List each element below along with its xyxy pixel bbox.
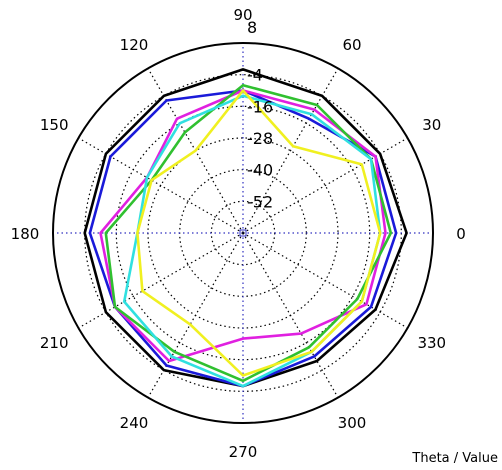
- series-lines: [83, 68, 408, 388]
- r-tick-label: -28: [247, 129, 273, 148]
- r-tick-label: -40: [247, 161, 273, 180]
- grid-spoke: [242, 232, 408, 329]
- center-marker: [239, 229, 247, 237]
- r-tick-label: -52: [247, 192, 273, 211]
- tick-labels: 0 30 60 90 120 150 180 210 240 270 300 330 8 -4 -16 -28…: [11, 6, 466, 461]
- r-tick-label: -4: [247, 66, 263, 85]
- outer-circle: [52, 42, 434, 424]
- theta-tick-label: 300: [338, 414, 367, 432]
- series-line-2: [88, 89, 398, 388]
- theta-tick-label: 330: [417, 334, 446, 352]
- x-axis-label: Theta / Value: [411, 451, 498, 466]
- series-line-4: [104, 83, 393, 383]
- theta-tick-label: 60: [342, 36, 361, 54]
- theta-tick-label: 210: [40, 334, 69, 352]
- theta-tick-label: 180: [11, 225, 40, 243]
- series-line-1: [83, 68, 408, 388]
- theta-tick-label: 0: [456, 225, 466, 243]
- theta-tick-label: 240: [120, 414, 149, 432]
- r-tick-label: 8: [247, 18, 257, 37]
- theta-tick-label: 150: [40, 116, 69, 134]
- polar-grid: [53, 43, 433, 423]
- r-tick-label: -16: [247, 97, 273, 116]
- polar-frame: [52, 42, 434, 424]
- grid-spoke: [242, 232, 339, 398]
- theta-tick-label: 270: [229, 443, 258, 461]
- theta-tick-label: 90: [233, 6, 252, 24]
- series-line-3: [99, 89, 387, 363]
- series-line-6: [136, 89, 382, 377]
- theta-tick-label: 30: [422, 116, 441, 134]
- theta-tick-label: 120: [120, 36, 149, 54]
